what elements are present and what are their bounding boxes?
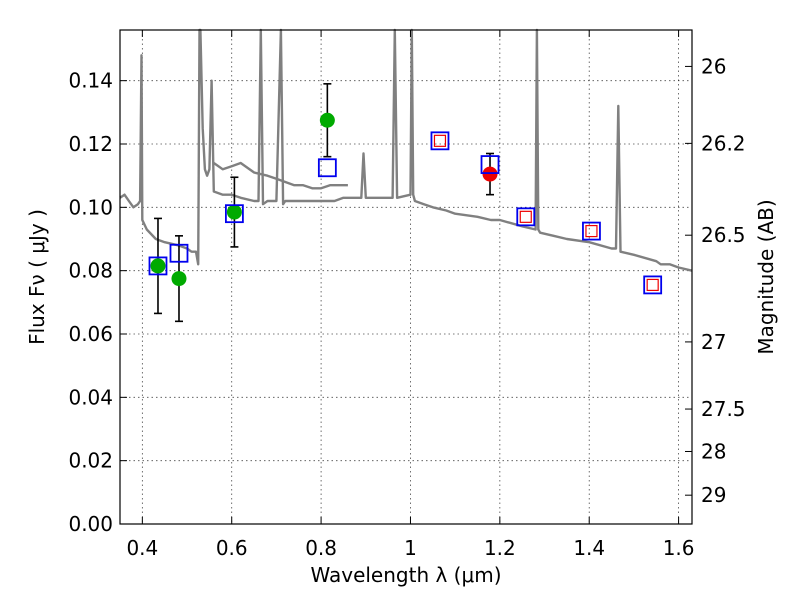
marker-layer (148, 83, 663, 323)
right-tick-label: 27.5 (701, 397, 746, 421)
plot-frame (119, 29, 693, 525)
grid (120, 30, 692, 525)
observed-point (226, 204, 242, 220)
observed-point (171, 271, 187, 287)
model-photometry-square (224, 204, 244, 224)
observed-point (482, 166, 498, 182)
y-axis-right-label: Magnitude (AB) (754, 199, 778, 354)
predicted-photometry-inner-square (519, 210, 532, 223)
right-tick-label: 26 (701, 54, 726, 78)
y-tick-label: 0.00 (68, 512, 113, 536)
x-tick-label: 1.4 (573, 536, 605, 560)
predicted-photometry-square (430, 131, 450, 151)
x-tick-label: 0.6 (216, 536, 248, 560)
right-tick-label: 29 (701, 483, 726, 507)
model-spectrum-layer (119, 28, 693, 272)
predicted-photometry-inner-square (585, 224, 598, 238)
x-tick-label: 1.6 (663, 536, 695, 560)
observed-point (150, 258, 166, 274)
y-tick-label: 0.08 (68, 259, 113, 283)
y-tick-label: 0.02 (68, 449, 113, 473)
model-photometry-square (317, 158, 337, 178)
model-photometry-square (169, 243, 189, 263)
right-tick-label: 26.5 (701, 223, 746, 247)
y-tick-label: 0.14 (68, 69, 113, 93)
observed-point (319, 112, 335, 128)
model-upper-line (213, 161, 348, 190)
y-tick-label: 0.06 (68, 322, 113, 346)
axis-ticks: 0.4 0.6 0.8 1 1.2 1.4 1.6 0.00 0.02 0.04 0.06 0.08 0… (68, 30, 746, 560)
x-tick-label: 0.4 (126, 536, 158, 560)
x-tick-label: 0.8 (305, 536, 337, 560)
right-tick-label: 27 (701, 330, 726, 354)
model-photometry-square (480, 155, 500, 174)
y-tick-label: 0.04 (68, 385, 113, 409)
y-axis-label: Flux Fν ( μJy ) (25, 209, 49, 345)
x-tick-label: 1 (404, 536, 417, 560)
right-tick-label: 28 (701, 439, 726, 463)
y-tick-label: 0.12 (68, 132, 113, 156)
x-axis-label: Wavelength λ (μm) (310, 563, 501, 587)
right-tick-label: 26.2 (701, 131, 746, 155)
x-tick-label: 1.2 (484, 536, 516, 560)
predicted-photometry-inner-square (433, 134, 447, 147)
model-photometry-square (148, 256, 168, 276)
predicted-photometry-square (582, 221, 601, 241)
predicted-photometry-square (516, 207, 536, 227)
model-spectrum-line (119, 28, 693, 272)
predicted-photometry-square (643, 275, 663, 295)
predicted-photometry-inner-square (646, 278, 659, 292)
y-tick-label: 0.10 (68, 195, 113, 219)
